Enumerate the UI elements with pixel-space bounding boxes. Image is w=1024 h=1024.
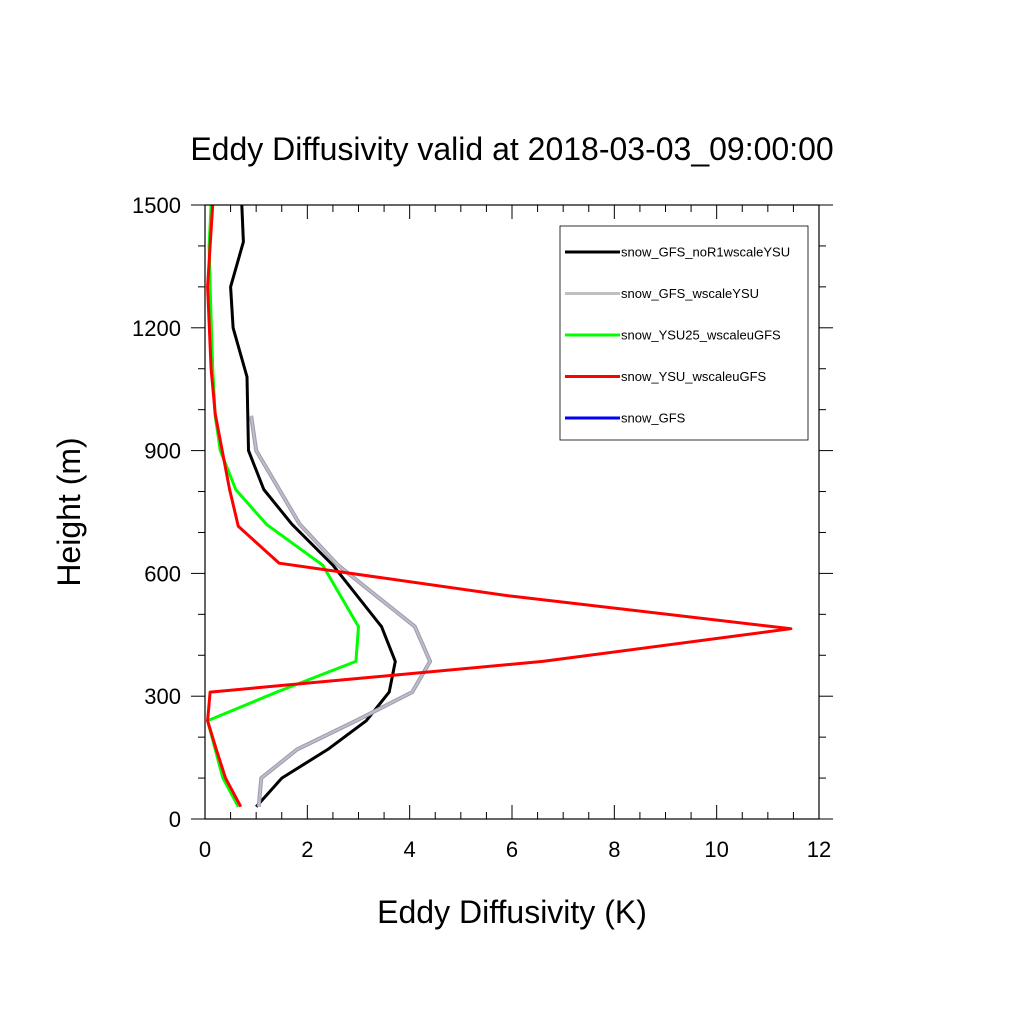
legend-label-1: snow_GFS_noR1wscaleYSU [621, 245, 790, 260]
legend-label-3: snow_YSU25_wscaleuGFS [621, 328, 781, 343]
y-axis-label: Height (m) [51, 437, 87, 586]
legend-label-4: snow_YSU_wscaleuGFS [621, 369, 767, 384]
series-line-2 [250, 415, 432, 807]
series-line-4 [206, 204, 793, 808]
y-tick-label: 900 [144, 439, 181, 464]
x-tick-label: 0 [199, 837, 211, 862]
legend-box [559, 225, 809, 441]
x-tick-label: 8 [608, 837, 620, 862]
y-tick-label: 0 [169, 807, 181, 832]
y-tick-label: 1500 [132, 193, 181, 218]
legend-label-2: snow_GFS_wscaleYSU [621, 286, 759, 301]
x-tick-label: 4 [404, 837, 416, 862]
chart-title: Eddy Diffusivity valid at 2018-03-03_09:… [190, 131, 833, 167]
series-group [206, 204, 793, 808]
y-tick-label: 600 [144, 561, 181, 586]
x-tick-label: 2 [301, 837, 313, 862]
x-tick-label: 10 [704, 837, 728, 862]
y-tick-label: 300 [144, 684, 181, 709]
legend-label-5: snow_GFS [621, 411, 686, 426]
series-line-1 [229, 204, 397, 808]
axes-group: 0 2 4 6 8 10 12 0 300 600 900 1200 1500 [132, 193, 833, 862]
x-tick-label: 6 [506, 837, 518, 862]
x-axis-label: Eddy Diffusivity (K) [377, 894, 647, 930]
y-tick-label: 1200 [132, 316, 181, 341]
legend: snow_GFS_noR1wscaleYSU snow_GFS_wscaleYSU… [559, 225, 809, 441]
x-tick-label: 12 [807, 837, 831, 862]
